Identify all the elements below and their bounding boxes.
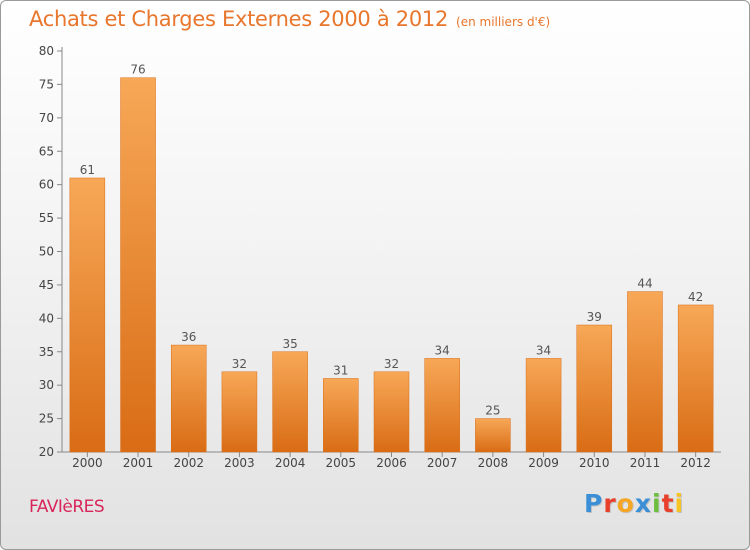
logo-letter: i bbox=[674, 489, 685, 518]
x-tick-label: 2006 bbox=[376, 456, 407, 470]
x-tick-label: 2010 bbox=[579, 456, 610, 470]
y-axis: 20 25 30 35 40 45 50 55 60 65 70 75 80 bbox=[39, 44, 63, 459]
y-tick-label: 80 bbox=[39, 44, 54, 58]
x-tick-label: 2007 bbox=[427, 456, 458, 470]
logo-letter: o bbox=[616, 489, 635, 518]
x-tick-label: 2005 bbox=[326, 456, 357, 470]
logo-letter: i bbox=[652, 489, 662, 518]
data-label-2011: 44 bbox=[637, 277, 652, 291]
logo-letter: r bbox=[603, 489, 617, 518]
y-tick-label: 25 bbox=[39, 412, 54, 426]
data-label-2001: 76 bbox=[130, 63, 145, 77]
logo-letter: P bbox=[584, 489, 604, 518]
bar-2001 bbox=[120, 77, 156, 453]
x-tick-label: 2003 bbox=[224, 456, 255, 470]
y-tick-label: 65 bbox=[39, 144, 54, 158]
bar-2008 bbox=[475, 418, 511, 453]
data-label-2005: 31 bbox=[333, 363, 348, 377]
bar-series bbox=[69, 77, 714, 453]
bar-2005 bbox=[323, 378, 359, 453]
y-tick-label: 30 bbox=[39, 378, 54, 392]
bar-2009 bbox=[525, 358, 562, 453]
x-tick-label: 2000 bbox=[72, 456, 103, 470]
y-tick-label: 35 bbox=[39, 345, 54, 359]
bar-2002 bbox=[170, 344, 207, 453]
bar-2007 bbox=[424, 358, 460, 453]
commune-name: FAVIèRES bbox=[29, 497, 105, 517]
x-tick-label: 2009 bbox=[528, 456, 559, 470]
bar-2004 bbox=[272, 351, 308, 453]
x-tick-label: 2001 bbox=[123, 456, 154, 470]
chart-title-text: Achats et Charges Externes 2000 à 2012 bbox=[29, 7, 449, 31]
bar-2000 bbox=[69, 177, 106, 453]
x-tick-label: 2012 bbox=[680, 456, 711, 470]
bar-2011 bbox=[627, 291, 663, 453]
x-tick-label: 2008 bbox=[478, 456, 509, 470]
x-tick-label: 2002 bbox=[173, 456, 204, 470]
y-tick-label: 75 bbox=[39, 77, 54, 91]
logo-letter: t bbox=[661, 489, 675, 518]
x-tick-label: 2004 bbox=[275, 456, 306, 470]
data-label-2008: 25 bbox=[485, 404, 500, 418]
data-labels: 61 76 36 32 35 31 32 34 25 34 39 44 42 bbox=[80, 63, 704, 418]
data-label-2000: 61 bbox=[80, 163, 95, 177]
data-label-2010: 39 bbox=[587, 310, 602, 324]
data-label-2006: 32 bbox=[384, 357, 399, 371]
y-tick-label: 50 bbox=[39, 245, 54, 259]
y-tick-label: 60 bbox=[39, 178, 54, 192]
y-tick-label: 20 bbox=[39, 445, 54, 459]
chart-title: Achats et Charges Externes 2000 à 2012 (e… bbox=[29, 7, 550, 31]
proxiti-logo[interactable]: Proxiti bbox=[584, 489, 684, 518]
y-tick-label: 70 bbox=[39, 111, 54, 125]
data-label-2004: 35 bbox=[282, 337, 297, 351]
data-label-2009: 34 bbox=[536, 343, 551, 357]
x-tick-label: 2011 bbox=[630, 456, 661, 470]
bar-2006 bbox=[373, 371, 410, 453]
bar-2003 bbox=[221, 371, 258, 453]
y-tick-label: 40 bbox=[39, 311, 54, 325]
logo-letter: x bbox=[634, 489, 652, 518]
y-tick-label: 55 bbox=[39, 211, 54, 225]
data-label-2012: 42 bbox=[688, 290, 703, 304]
bar-2010 bbox=[576, 324, 613, 453]
x-axis: 2000 2001 2002 2003 2004 2005 2006 2007 2008 2009… bbox=[62, 451, 721, 470]
data-label-2002: 36 bbox=[181, 330, 196, 344]
y-tick-label: 45 bbox=[39, 278, 54, 292]
chart-subtitle: (en milliers d'€) bbox=[456, 15, 551, 29]
data-label-2007: 34 bbox=[435, 343, 450, 357]
data-label-2003: 32 bbox=[232, 357, 247, 371]
bar-2012 bbox=[677, 304, 714, 453]
